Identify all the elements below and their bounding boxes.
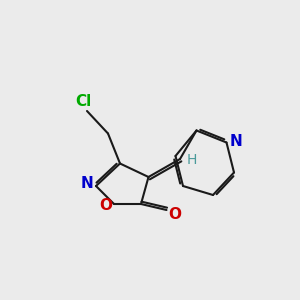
Text: O: O — [168, 207, 182, 222]
Text: N: N — [230, 134, 242, 148]
Text: N: N — [81, 176, 93, 191]
Text: H: H — [186, 154, 197, 167]
Text: Cl: Cl — [75, 94, 92, 109]
Text: O: O — [99, 198, 112, 213]
